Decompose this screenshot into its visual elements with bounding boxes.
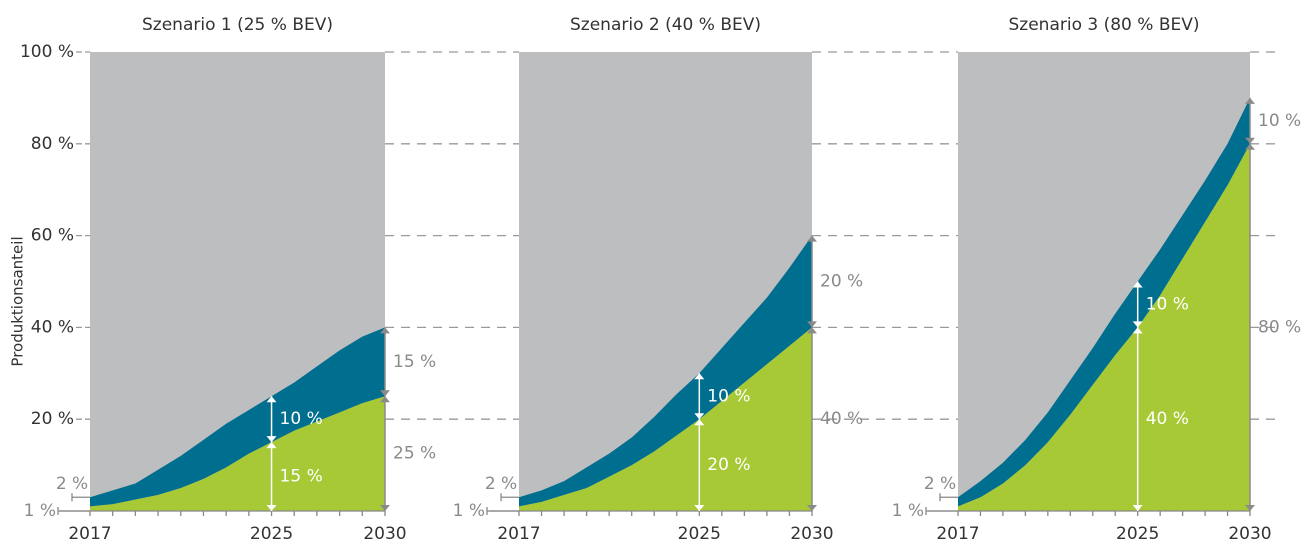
arrow-head	[1245, 97, 1255, 104]
annotation: 80 %	[1258, 317, 1301, 337]
arrow-head	[807, 321, 817, 328]
annotation: 15 %	[393, 352, 436, 372]
arrow-head	[694, 505, 705, 511]
arrow-head	[807, 327, 817, 334]
x-tick-label: 2017	[936, 524, 979, 544]
arrow-head	[1245, 505, 1255, 511]
arrow-head	[380, 327, 390, 334]
area	[958, 143, 1250, 512]
area	[90, 327, 385, 507]
arrow-head	[1132, 327, 1143, 334]
annotation: 2 %	[56, 474, 88, 494]
area	[519, 327, 812, 511]
arrow-head	[694, 419, 705, 426]
arrow-head	[694, 413, 705, 420]
arrow-head	[266, 436, 277, 443]
annotation: 10 %	[1146, 294, 1189, 314]
annotation: 20 %	[707, 455, 750, 475]
annotation: 20 %	[820, 272, 863, 292]
annotation: 1 %	[24, 501, 56, 521]
annotation: 40 %	[820, 409, 863, 429]
x-tick-label: 2030	[363, 524, 406, 544]
arrow-head	[807, 505, 817, 511]
y-tick-label: 20 %	[31, 409, 74, 429]
x-tick-label: 2030	[1228, 524, 1271, 544]
annotation: 1 %	[453, 501, 485, 521]
y-tick-label: 60 %	[31, 226, 74, 246]
x-tick-label: 2017	[68, 524, 111, 544]
annotation: 2 %	[485, 474, 517, 494]
arrow-head	[694, 373, 705, 380]
chart-title: Szenario 3 (80 % BEV)	[1009, 15, 1200, 35]
area	[519, 235, 812, 507]
annotation: 10 %	[280, 409, 323, 429]
annotation: 1 %	[892, 501, 924, 521]
arrow-head	[266, 505, 277, 511]
arrow-head	[380, 390, 390, 397]
x-tick-label: 2025	[678, 524, 721, 544]
arrow-head	[807, 235, 817, 242]
y-tick-label: 40 %	[31, 317, 74, 337]
annotation: 15 %	[280, 467, 323, 487]
area	[90, 396, 385, 511]
arrow-head	[1132, 505, 1143, 511]
annotation: 10 %	[1258, 111, 1301, 131]
x-tick-label: 2025	[1116, 524, 1159, 544]
x-tick-label: 2025	[250, 524, 293, 544]
x-tick-label: 2030	[790, 524, 833, 544]
chart-title: Szenario 2 (40 % BEV)	[570, 15, 761, 35]
chart-title: Szenario 1 (25 % BEV)	[142, 15, 333, 35]
annotation: 40 %	[1146, 409, 1189, 429]
arrow-head	[380, 396, 390, 403]
arrow-head	[1245, 143, 1255, 150]
arrow-head	[266, 396, 277, 403]
y-tick-label: 80 %	[31, 134, 74, 154]
annotation: 2 %	[924, 474, 956, 494]
annotation: 10 %	[707, 386, 750, 406]
arrow-head	[1132, 281, 1143, 288]
y-axis-label: Produktionsanteil	[9, 236, 27, 366]
arrow-head	[1245, 137, 1255, 144]
arrow-head	[380, 505, 390, 511]
arrow-head	[266, 442, 277, 449]
y-tick-label: 100 %	[20, 42, 74, 62]
arrow-head	[1132, 321, 1143, 328]
annotation: 25 %	[393, 444, 436, 464]
x-tick-label: 2017	[497, 524, 540, 544]
